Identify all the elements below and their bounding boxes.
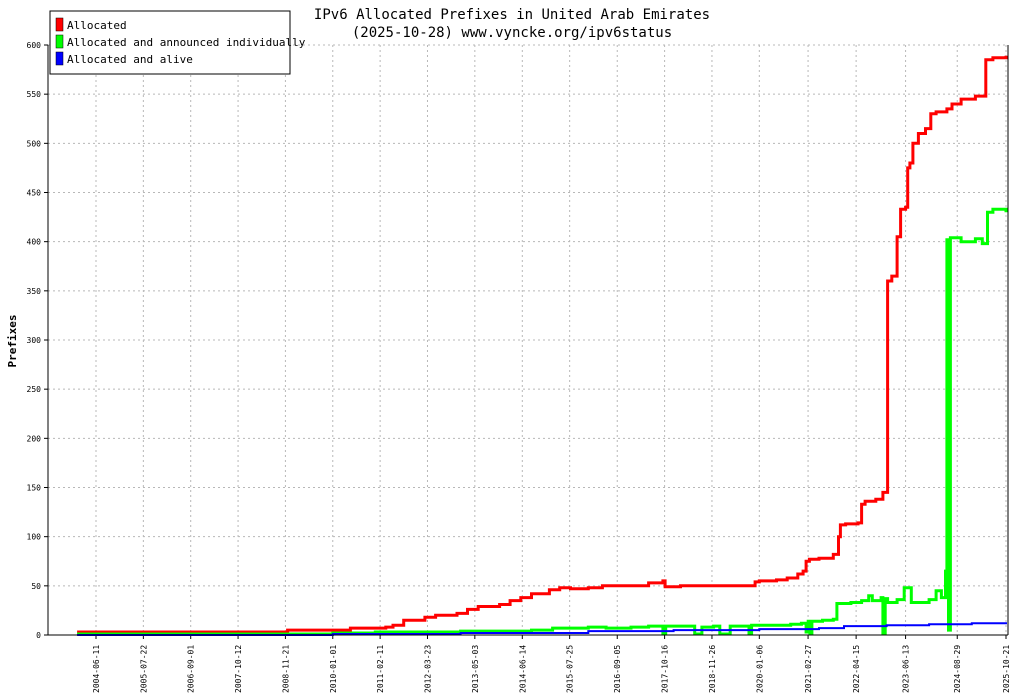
y-tick-label: 250 <box>27 385 42 394</box>
y-tick-label: 200 <box>27 434 42 443</box>
y-tick-label: 50 <box>31 582 41 591</box>
x-tick-label: 2011-02-11 <box>376 645 385 693</box>
x-tick-label: 2006-09-01 <box>187 645 196 693</box>
y-tick-label: 500 <box>27 139 42 148</box>
x-tick-label: 2016-09-05 <box>613 645 622 693</box>
x-tick-label: 2024-08-29 <box>953 645 962 693</box>
x-tick-label: 2013-05-03 <box>471 645 480 693</box>
x-tick-label: 2007-10-12 <box>234 645 243 693</box>
legend-item-alive-label: Allocated and alive <box>67 53 193 66</box>
x-tick-label: 2012-03-23 <box>423 645 432 693</box>
x-axis-ticks: 2004-06-11 2005-07-22 2006-09-01 2007-10-12… <box>92 635 1011 693</box>
x-tick-label: 2015-07-25 <box>566 645 575 693</box>
x-tick-label: 2008-11-21 <box>281 645 290 693</box>
x-tick-label: 2017-10-16 <box>661 645 670 693</box>
legend-item-announced-label: Allocated and announced individually <box>67 36 306 49</box>
legend-item-announced-swatch <box>55 34 64 49</box>
x-tick-label: 2021-02-27 <box>804 645 813 693</box>
y-tick-label: 100 <box>27 533 42 542</box>
x-tick-label: 2020-01-06 <box>755 645 764 693</box>
y-tick-label: 550 <box>27 90 42 99</box>
y-tick-label: 0 <box>36 631 41 640</box>
legend-item-alive-swatch <box>55 51 64 66</box>
legend-item-allocated-swatch <box>55 17 64 32</box>
chart-subtitle: (2025-10-28) www.vyncke.org/ipv6status <box>352 25 672 41</box>
series-line-announced <box>77 207 1008 636</box>
x-tick-label: 2004-06-11 <box>92 645 101 693</box>
legend-item-allocated-label: Allocated <box>67 19 127 32</box>
x-tick-label: 2025-10-21 <box>1002 645 1011 693</box>
y-axis-label: Prefixes <box>6 315 19 368</box>
x-tick-label: 2005-07-22 <box>139 645 148 693</box>
y-tick-label: 150 <box>27 484 42 493</box>
legend-box <box>49 10 291 75</box>
y-tick-label: 450 <box>27 189 42 198</box>
x-tick-label: 2023-06-13 <box>902 645 911 693</box>
chart-title: IPv6 Allocated Prefixes in United Arab E… <box>314 7 710 23</box>
y-axis-ticks: 0 50 100 150 200 250 300 350 400 450 500 550 600 <box>27 41 48 640</box>
y-tick-label: 400 <box>27 238 42 247</box>
x-tick-label: 2018-11-26 <box>708 645 717 693</box>
grid <box>48 44 1008 635</box>
series-line-allocated <box>77 55 1008 634</box>
series-line-alive <box>77 622 1007 636</box>
x-tick-label: 2014-06-14 <box>518 645 527 693</box>
y-tick-label: 300 <box>27 336 42 345</box>
y-tick-label: 350 <box>27 287 42 296</box>
y-tick-label: 600 <box>27 41 42 50</box>
x-tick-label: 2022-04-15 <box>852 645 861 693</box>
x-tick-label: 2010-01-01 <box>329 645 338 693</box>
series-lines <box>77 55 1008 636</box>
legend: Allocated Allocated and announced individ… <box>49 10 306 75</box>
